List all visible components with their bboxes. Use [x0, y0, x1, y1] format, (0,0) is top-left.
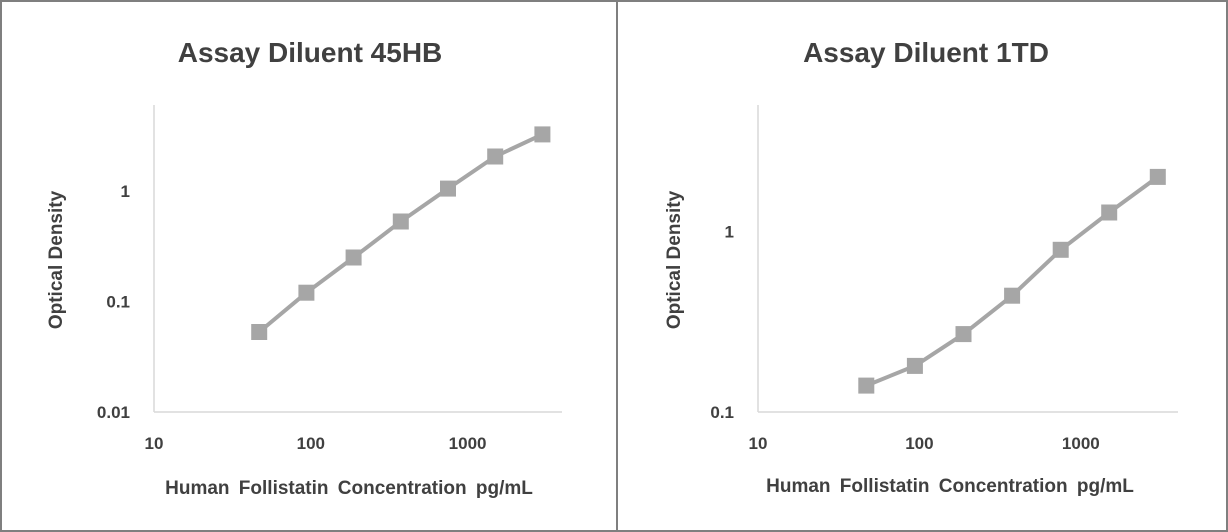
data-point-marker	[298, 284, 315, 301]
tick-labels: 10 100 1000 0.1 1	[710, 222, 1099, 453]
y-tick-label: 1	[121, 182, 130, 201]
chart-panel-45hb: Assay Diluent 45HB 10 100 1000 0.01 0.1 1 Hum…	[2, 2, 614, 530]
y-tick-label: 0.1	[710, 403, 734, 422]
data-point-marker	[1101, 204, 1118, 221]
x-tick-label: 1000	[449, 434, 487, 453]
data-point-marker	[1052, 241, 1069, 258]
y-tick-label: 1	[725, 222, 734, 241]
x-tick-label: 100	[297, 434, 325, 453]
x-tick-label: 10	[749, 434, 768, 453]
chart-1td: Assay Diluent 1TD 10 100 1000 0.1 1 Human Fo…	[664, 37, 1178, 497]
chart-title: Assay Diluent 45HB	[178, 37, 443, 68]
y-axis-label: Optical Density	[46, 190, 67, 329]
x-tick-label: 1000	[1062, 434, 1100, 453]
data-point-marker	[251, 324, 268, 340]
chart-45hb: Assay Diluent 45HB 10 100 1000 0.01 0.1 1 Hum…	[46, 37, 562, 499]
x-tick-label: 10	[145, 434, 164, 453]
y-tick-label: 0.01	[97, 403, 130, 422]
y-axis-label: Optical Density	[664, 190, 685, 329]
x-axis-label: Human Follistatin Concentration pg/mL	[766, 476, 1134, 497]
data-point-marker	[906, 357, 923, 374]
plot-area	[251, 126, 551, 340]
data-point-marker	[487, 148, 504, 165]
data-point-marker	[1004, 287, 1021, 304]
plot-area	[858, 168, 1166, 394]
chart-title: Assay Diluent 1TD	[803, 37, 1049, 68]
tick-labels: 10 100 1000 0.01 0.1 1	[97, 182, 487, 453]
data-point-marker	[392, 213, 409, 230]
data-point-marker	[955, 326, 972, 343]
x-tick-label: 100	[905, 434, 933, 453]
x-axis-label: Human Follistatin Concentration pg/mL	[165, 478, 533, 499]
data-point-marker	[858, 377, 875, 394]
data-point-marker	[534, 126, 551, 143]
chart-panel-1td: Assay Diluent 1TD 10 100 1000 0.1 1 Human Fo…	[616, 2, 1228, 530]
data-point-marker	[1149, 168, 1166, 185]
y-tick-label: 0.1	[106, 292, 130, 311]
data-point-marker	[345, 249, 362, 266]
data-point-marker	[440, 180, 456, 197]
